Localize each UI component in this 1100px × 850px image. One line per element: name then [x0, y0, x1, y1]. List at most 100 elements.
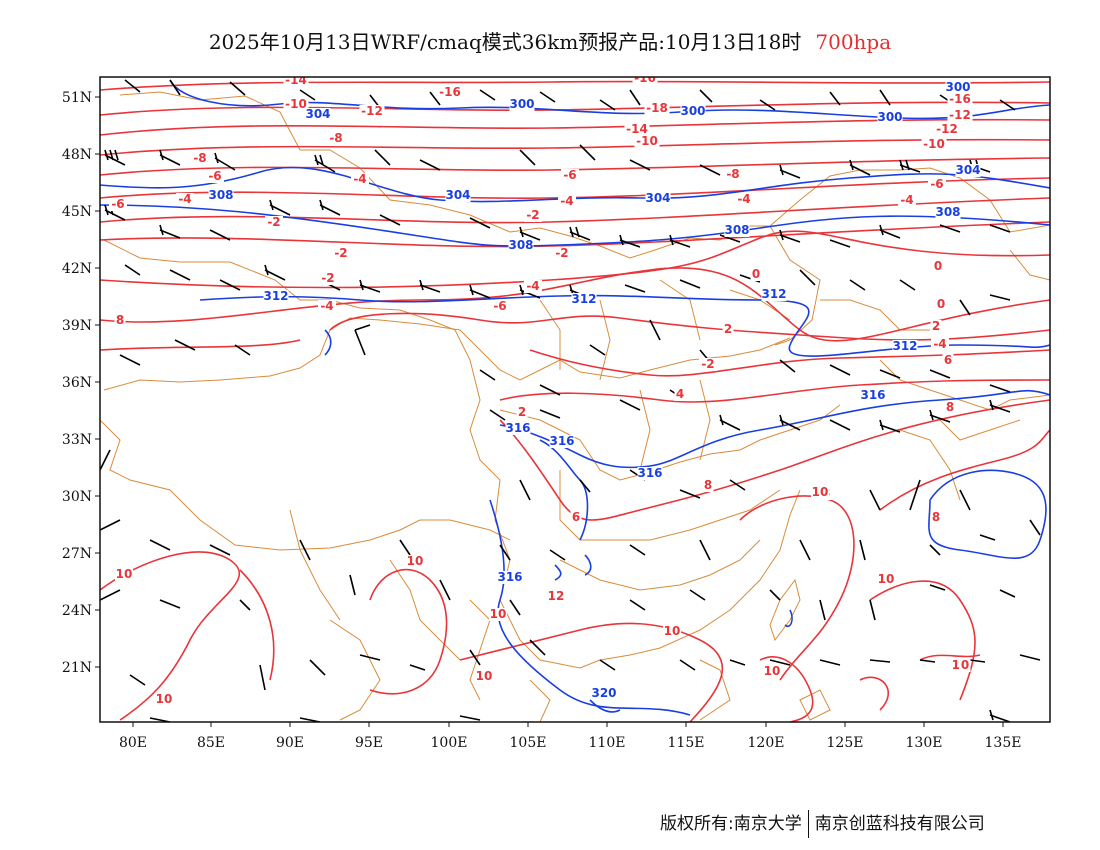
temperature-contour-label: 0: [961, 658, 969, 672]
temperature-contour-label: -6: [930, 177, 943, 191]
temperature-contour-label: -12: [949, 108, 971, 122]
temperature-contour-label: -14: [626, 122, 648, 136]
temperature-contour-label: 0: [752, 267, 760, 281]
temperature-contour-label: -10: [923, 137, 945, 151]
lat-label: 39N: [62, 318, 92, 334]
temperature-contour-label: -4: [560, 194, 573, 208]
temperature-contour-label: -16: [439, 85, 461, 99]
lon-label: 110E: [589, 735, 626, 751]
temp-label-bg: [663, 625, 681, 638]
temp-label-bg: [283, 77, 309, 87]
temp-label-bg: [935, 298, 947, 311]
temp-label-bg: [115, 568, 133, 581]
temperature-contour-label: 2: [724, 322, 732, 336]
temperature-contour-label: -2: [334, 246, 347, 260]
map-plot-area: -14-16-16-10 -18-16-12-14 -12-8-8-12-10 -10…: [100, 71, 1050, 722]
temp-label-bg: [921, 138, 947, 151]
temperature-contour-label: 10: [664, 624, 681, 638]
height-label-bg: [877, 111, 903, 124]
height-contour-label: 300: [877, 110, 902, 124]
height-contour-label: 312: [571, 292, 596, 306]
temp-label-bg: [877, 573, 895, 586]
temp-label-bg: [934, 123, 960, 136]
height-label-bg: [263, 290, 289, 303]
temp-label-bg: [722, 323, 734, 336]
temp-label-bg: [109, 198, 127, 211]
height-label-bg: [680, 105, 706, 118]
temp-label-bg: [547, 590, 565, 603]
temperature-label-group: -14-16-16-10 -18-16-12-14 -12-8-8-12-10 -10…: [109, 71, 973, 706]
temperature-contour-label: 10: [764, 664, 781, 678]
height-contour-label: 308: [508, 238, 533, 252]
temperature-contour-label: -6: [208, 169, 221, 183]
height-label-bg: [637, 467, 663, 480]
height-contour-label: 316: [497, 570, 522, 584]
lon-label: 85E: [197, 735, 225, 751]
height-contour-label: 316: [637, 466, 662, 480]
temperature-contour-label: -12: [936, 122, 958, 136]
temp-label-bg: [570, 511, 582, 524]
temp-label-bg: [724, 168, 742, 181]
footer-left: 版权所有:南京大学: [660, 814, 802, 834]
height-label-bg: [571, 293, 597, 306]
boundary-lines: [100, 91, 1050, 722]
temperature-contour-label: -4: [737, 192, 750, 206]
temperature-contour-label: 2: [932, 319, 940, 333]
height-label-group: 300 300 300 300 304 304 308 304 304 308 308 308 312 3…: [208, 80, 981, 700]
lon-label: 95E: [355, 735, 383, 751]
height-label-bg: [645, 192, 671, 205]
lon-label: 135E: [985, 735, 1022, 751]
lat-label: 51N: [62, 90, 92, 106]
temp-label-bg: [928, 178, 946, 191]
temperature-contour-label: 10: [490, 607, 507, 621]
temperature-contour-label: -10: [285, 97, 307, 111]
temperature-contour-label: -4: [320, 299, 333, 313]
lon-label: 100E: [431, 735, 468, 751]
temp-label-bg: [489, 608, 507, 621]
lat-label: 30N: [62, 489, 92, 505]
temperature-contour-label: -16: [634, 71, 656, 85]
height-contour-label: 308: [208, 188, 233, 202]
temperature-contour-label: -2: [267, 215, 280, 229]
height-contour-label: 308: [724, 223, 749, 237]
lat-label: 48N: [62, 147, 92, 163]
height-contour-label: 300: [509, 97, 534, 111]
temp-label-bg: [735, 193, 753, 206]
temperature-contour-label: -4: [933, 337, 946, 351]
temperature-contour-label: -2: [555, 246, 568, 260]
height-label-bg: [591, 687, 617, 700]
temperature-contour-label: 6: [944, 353, 952, 367]
temp-label-bg: [553, 247, 571, 260]
lat-label: 36N: [62, 375, 92, 391]
height-label-bg: [508, 239, 534, 252]
temp-label-bg: [811, 486, 829, 499]
temp-label-bg: [475, 670, 493, 683]
temperature-contour-label: -16: [949, 92, 971, 106]
temperature-contour-label: 8: [932, 510, 940, 524]
temperature-contour-label: -6: [111, 197, 124, 211]
lon-label: 90E: [276, 735, 304, 751]
temperature-contour-label: 0: [934, 259, 942, 273]
temp-label-bg: [947, 93, 973, 106]
height-contour-label: 308: [935, 205, 960, 219]
temp-label-bg: [674, 388, 686, 401]
temp-label-bg: [516, 406, 528, 419]
height-contour-label: 304: [445, 188, 470, 202]
height-contour-label: 300: [680, 104, 705, 118]
temperature-contour-label: -6: [493, 299, 506, 313]
height-label-bg: [860, 389, 886, 402]
temperature-contour-label: -2: [526, 208, 539, 222]
temp-label-bg: [491, 300, 509, 313]
lon-label: 105E: [510, 735, 547, 751]
temp-label-bg: [750, 268, 762, 281]
temp-label-bg: [634, 135, 660, 148]
temperature-contour-label: -4: [353, 172, 366, 186]
lon-label: 115E: [668, 735, 705, 751]
temperature-contour-label: -8: [193, 151, 206, 165]
temp-label-bg: [318, 300, 336, 313]
temp-label-bg: [930, 511, 942, 524]
temp-label-bg: [155, 693, 173, 706]
latitude-axis: 51N 48N 45N 42N 39N 36N 33N 30N 27N 24N 21N: [62, 90, 100, 676]
temp-label-bg: [632, 77, 658, 85]
temperature-contour-label: -4: [178, 192, 191, 206]
